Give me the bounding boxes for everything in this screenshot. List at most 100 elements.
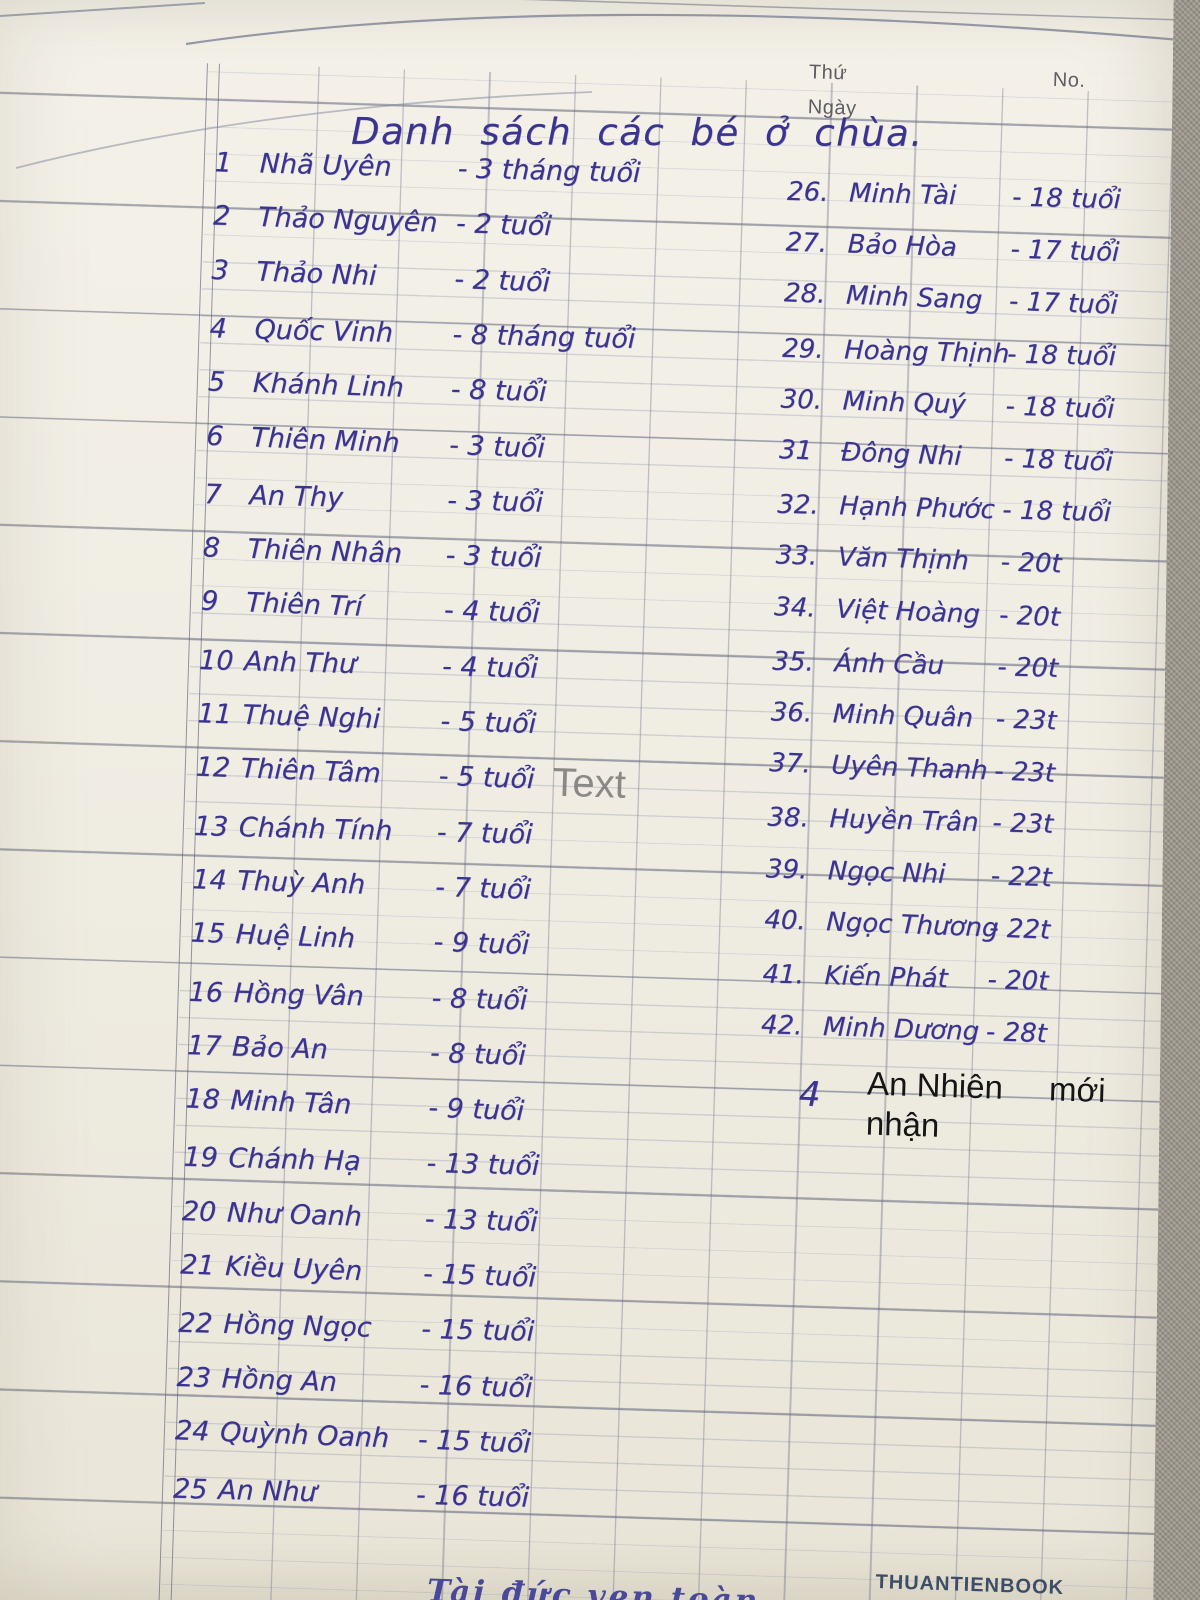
entry-name: Bảo An [231,1031,329,1066]
entry-age: - 13 tuổi [424,1203,539,1238]
entry-age: - 2 tuổi [453,263,551,299]
entry-age: - 7 tuổi [436,816,534,851]
entry-age: - 3 tuổi [448,429,546,464]
entry-name: Hồng Vân [233,977,365,1012]
entry-age: - 16 tuổi [415,1479,530,1514]
entry-name: Kiều Uyên [224,1251,363,1288]
text-watermark: Text [551,760,627,807]
entry-number: 14 [191,864,228,897]
annotation-word-1: mới [1048,1070,1107,1110]
entry-name: Minh Dương [822,1012,980,1048]
entry-age: - 5 tuổi [438,761,536,796]
entry-number: 2 [212,200,231,233]
entry-age: - 22t [988,913,1051,946]
entry-age: - 15 tuổi [422,1258,537,1294]
entry-number: 39. [765,853,808,886]
entry-age: - 28t [985,1017,1048,1050]
entry-age: - 2 tuổi [455,208,553,243]
entry-number: 5 [207,366,226,399]
entry-age: - 15 tuổi [420,1314,535,1349]
entry-age: - 23t [991,808,1054,841]
entry-name: Bảo Hòa [847,229,958,264]
entry-number: 13 [193,810,229,843]
children-list-right: 26. Minh Tài - 18 tuổi 27. Bảo Hòa - 17 tuổi 2… [761,176,1174,1049]
entry-name: Ánh Cầu [833,647,945,681]
entry-name: Huyền Trân [829,804,979,839]
printed-number-label: No. [1052,68,1086,92]
entry-number: 28. [783,278,826,311]
entry-age: - 8 tuổi [429,1037,527,1072]
entry-name: Thiên Trí [245,587,364,624]
entry-number: 11 [197,698,233,731]
entry-name: Thuỳ Anh [236,865,366,901]
entry-age: - 8 tuổi [450,374,548,409]
entry-number: 41. [762,959,805,991]
entry-name: Như Oanh [226,1197,363,1233]
entry-number: 38. [767,802,810,834]
entry-age: - 13 tuổi [426,1148,540,1183]
entry-name: Anh Thư [243,645,357,680]
entry-number: 10 [198,644,234,677]
entry-age: - 3 tuổi [446,485,544,519]
entry-age: - 20t [987,965,1049,997]
entry-name: Uyên Thanh [830,750,989,787]
entry-name: Chánh Hạ [228,1143,362,1178]
entry-number: 16 [188,976,224,1009]
annotation-word-2: nhận [865,1104,940,1144]
entry-age: - 17 tuổi [1010,234,1120,269]
entry-name: Khánh Linh [252,368,405,404]
entry-name: Thiên Tâm [240,753,382,790]
brand-logo: THUANTIENBOOK [875,1571,1065,1599]
entry-age: - 22t [990,860,1053,893]
entry-number: 27. [785,227,828,260]
printed-weekday-label: Thứ [808,61,848,85]
entry-name: Quỳnh Oanh [219,1416,390,1455]
entry-age: - 8 tháng tuổi [452,319,636,355]
entry-age: - 3 tuổi [445,540,542,575]
entry-name: Việt Hoàng [835,594,981,630]
entry-name: Thiên Minh [250,421,401,459]
entry-age: - 4 tuổi [443,595,541,630]
entry-number: 17 [186,1029,222,1063]
entry-age: - 23t [993,756,1056,789]
entry-name: An Như [217,1474,318,1509]
entry-name: Minh Sang [845,280,983,317]
entry-number: 20 [181,1195,217,1228]
entry-name: Hạnh Phước [838,491,996,526]
entry-name: Thuệ Nghi [241,699,381,736]
entry-number: 26. [786,176,829,208]
entry-number: 34. [773,591,817,624]
entry-age: - 18 tuổi [1011,182,1122,216]
entry-age: - 5 tuổi [439,705,537,740]
entry-name: Hồng An [221,1363,338,1398]
entry-number: 22 [177,1308,214,1340]
entry-number: 12 [195,751,231,785]
entry-name: An Thy [248,480,344,514]
printed-date-label: Ngày [807,96,857,120]
entry-name: Thảo Nguyên [257,202,438,239]
entry-name: Thiên Nhân [247,533,403,570]
entry-name: Huệ Linh [235,919,356,955]
entry-number: 8 [202,532,221,565]
entry-name: Chánh Tính [238,811,393,847]
entry-age: - 17 tuổi [1008,287,1119,322]
entry-name: Ngọc Nhi [827,855,946,890]
entry-name: Hoàng Thịnh [843,334,1010,370]
entry-age: - 20t [996,652,1059,684]
entry-number: 37. [768,748,812,780]
entry-number: 19 [183,1142,219,1175]
entry-number: 21 [179,1249,216,1282]
entry-number: 40. [763,904,807,937]
entry-name: Ngọc Thương [825,907,999,944]
entry-number: 29. [781,333,824,365]
entry-name: Minh Quý [842,386,967,421]
entry-age: - 16 tuổi [419,1369,533,1404]
entry-age: - 9 tuổi [427,1092,525,1128]
entry-age: - 18 tuổi [1001,495,1112,529]
entry-name: Minh Tân [229,1085,352,1121]
typed-annotation: An Nhiên mới nhận [865,1065,1148,1144]
entry-number: 3 [210,254,230,287]
entry-number: 15 [190,917,226,950]
entry-number: 1 [214,147,233,179]
